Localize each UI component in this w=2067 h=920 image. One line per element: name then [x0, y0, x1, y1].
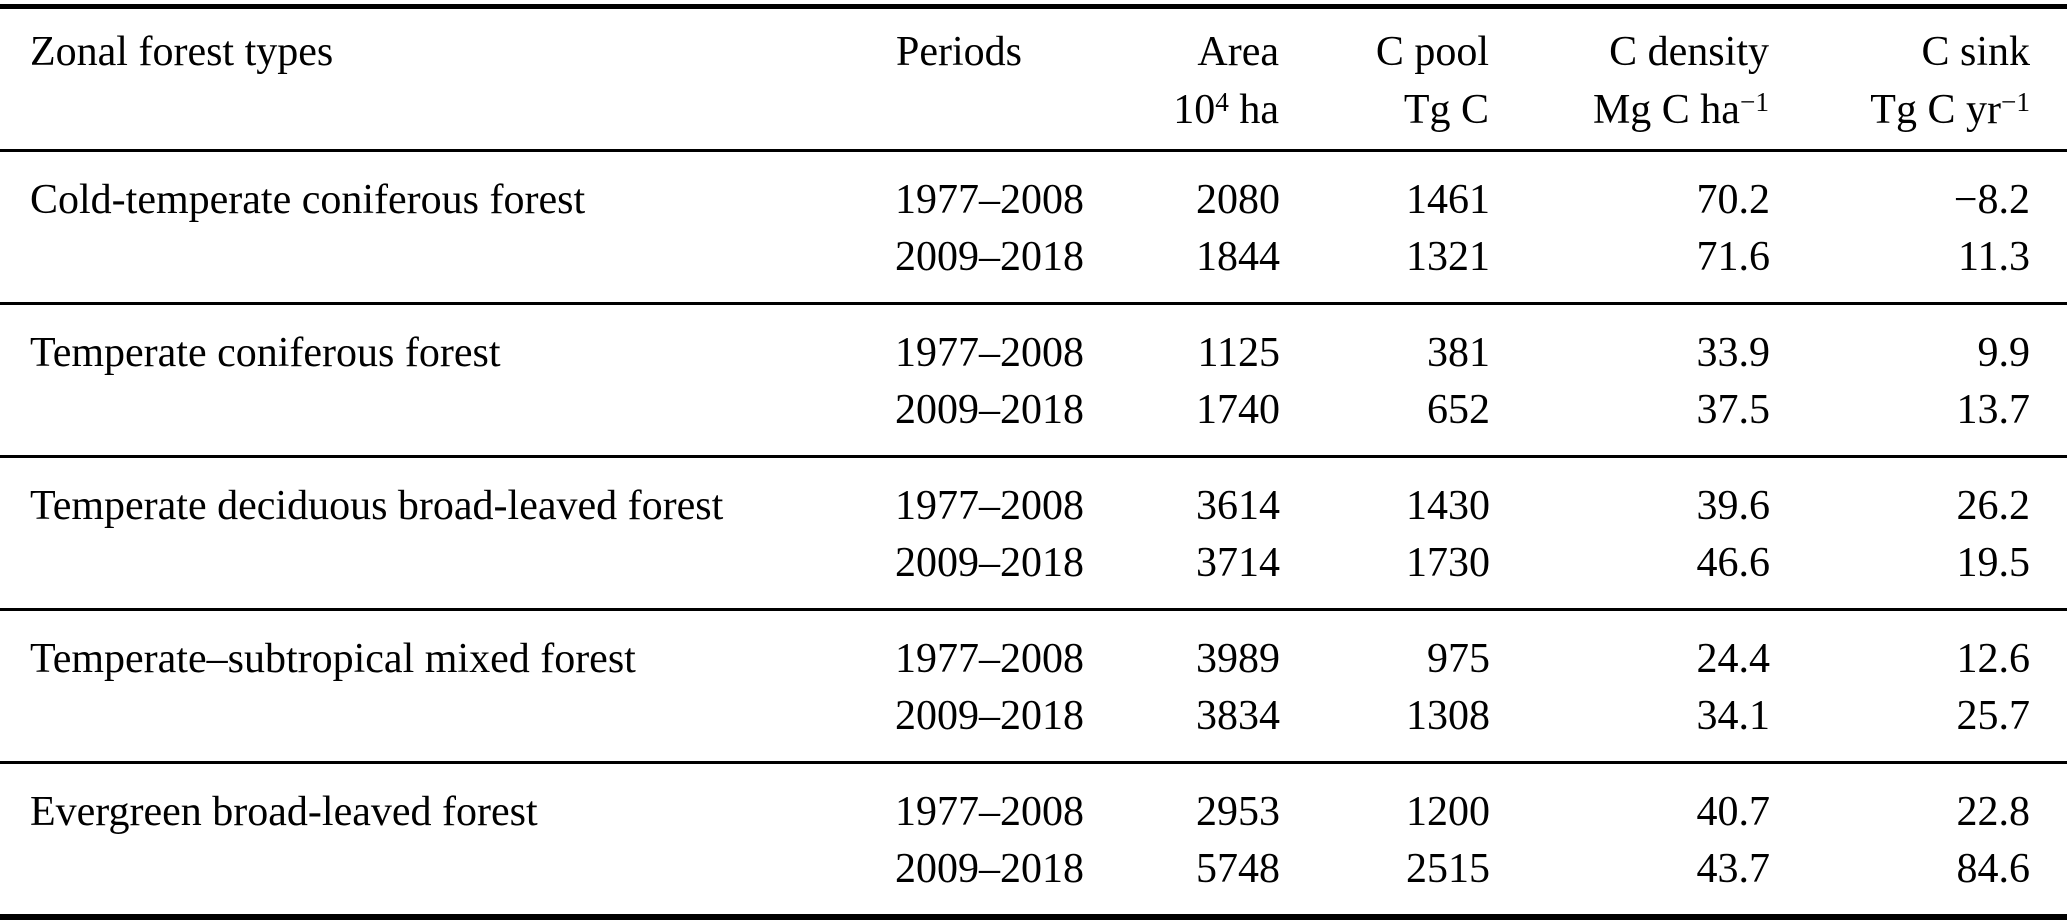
c-density-cell: 40.7	[1696, 789, 1771, 835]
c-density-cell: 37.5	[1696, 387, 1771, 433]
period-cell: 1977–2008	[895, 483, 1084, 529]
header-label: Area	[1197, 29, 1279, 75]
c-sink-cell: −8.2	[1953, 177, 2030, 223]
c-pool-cell: 1430	[1406, 483, 1490, 529]
c-density-cell: 43.7	[1696, 846, 1771, 892]
c-density-cell: 71.6	[1696, 234, 1771, 280]
header-c-density: C density Mg C ha−1	[1490, 6, 1770, 152]
c-density-cell: 24.4	[1696, 636, 1771, 682]
header-unit: Tg C yr−1	[1870, 86, 2030, 133]
period-cell: 2009–2018	[895, 387, 1084, 433]
c-density-cell: 70.2	[1696, 177, 1771, 223]
c-sink-cell: 26.2	[1956, 483, 2031, 529]
c-sink-cell: 25.7	[1956, 693, 2031, 739]
c-pool-cell: 975	[1427, 636, 1490, 682]
header-label: C sink	[1921, 29, 2030, 75]
period-cell: 1977–2008	[895, 177, 1084, 223]
group-temperate-coniferous: Temperate coniferous forest 1977–2008 11…	[0, 303, 2067, 457]
area-cell: 3714	[1196, 540, 1280, 586]
header-unit: Mg C ha−1	[1592, 86, 1769, 133]
c-pool-cell: 1321	[1406, 234, 1490, 280]
header-zonal-forest-types: Zonal forest types	[0, 6, 895, 152]
forest-type-cell: Evergreen broad-leaved forest	[30, 789, 538, 835]
table-row: 2009–2018 3714 1730 46.6 19.5	[0, 535, 2067, 610]
period-cell: 1977–2008	[895, 789, 1084, 835]
period-cell: 2009–2018	[895, 234, 1084, 280]
period-cell: 2009–2018	[895, 846, 1084, 892]
area-cell: 1844	[1196, 234, 1280, 280]
header-label: Zonal forest types	[30, 29, 334, 75]
table-header: Zonal forest types Periods Area 104 ha C…	[0, 6, 2067, 152]
c-pool-cell: 1308	[1406, 693, 1490, 739]
area-cell: 3834	[1196, 693, 1280, 739]
forest-carbon-table: Zonal forest types Periods Area 104 ha C…	[0, 4, 2067, 920]
area-cell: 3989	[1196, 636, 1280, 682]
table-row: Cold-temperate coniferous forest 1977–20…	[0, 151, 2067, 230]
period-cell: 2009–2018	[895, 693, 1084, 739]
table-row: 2009–2018 5748 2515 43.7 84.6	[0, 841, 2067, 917]
c-pool-cell: 2515	[1406, 846, 1490, 892]
c-sink-cell: 12.6	[1956, 636, 2031, 682]
forest-type-cell: Temperate coniferous forest	[30, 330, 501, 376]
table-row: Temperate–subtropical mixed forest 1977–…	[0, 610, 2067, 689]
superscript: 4	[1215, 86, 1229, 117]
c-sink-cell: 13.7	[1956, 387, 2031, 433]
area-cell: 1740	[1196, 387, 1280, 433]
period-cell: 2009–2018	[895, 540, 1084, 586]
forest-type-cell: Cold-temperate coniferous forest	[30, 177, 586, 223]
c-sink-cell: 9.9	[1977, 330, 2031, 376]
area-cell: 3614	[1196, 483, 1280, 529]
superscript: −1	[2000, 86, 2030, 117]
area-cell: 5748	[1196, 846, 1280, 892]
period-cell: 1977–2008	[895, 330, 1084, 376]
group-evergreen-broad-leaved: Evergreen broad-leaved forest 1977–2008 …	[0, 762, 2067, 918]
c-pool-cell: 1730	[1406, 540, 1490, 586]
c-density-cell: 33.9	[1696, 330, 1771, 376]
table-row: Temperate coniferous forest 1977–2008 11…	[0, 304, 2067, 383]
c-sink-cell: 19.5	[1956, 540, 2031, 586]
area-cell: 2953	[1196, 789, 1280, 835]
header-label: Periods	[896, 29, 1022, 75]
c-pool-cell: 381	[1427, 330, 1490, 376]
header-label: C pool	[1375, 29, 1489, 75]
table-row: 2009–2018 1740 652 37.5 13.7	[0, 382, 2067, 457]
period-cell: 1977–2008	[895, 636, 1084, 682]
header-area: Area 104 ha	[1145, 6, 1280, 152]
c-sink-cell: 84.6	[1956, 846, 2031, 892]
header-c-sink: C sink Tg C yr−1	[1770, 6, 2067, 152]
c-pool-cell: 1461	[1406, 177, 1490, 223]
table-row: 2009–2018 3834 1308 34.1 25.7	[0, 688, 2067, 763]
group-cold-temperate-coniferous: Cold-temperate coniferous forest 1977–20…	[0, 151, 2067, 304]
header-unit: Tg C	[1403, 87, 1489, 133]
c-pool-cell: 1200	[1406, 789, 1490, 835]
c-density-cell: 39.6	[1696, 483, 1771, 529]
table-row: Temperate deciduous broad-leaved forest …	[0, 457, 2067, 536]
forest-type-cell: Temperate deciduous broad-leaved forest	[30, 483, 724, 529]
group-temperate-subtropical-mixed: Temperate–subtropical mixed forest 1977–…	[0, 609, 2067, 763]
c-pool-cell: 652	[1427, 387, 1490, 433]
header-unit: 104 ha	[1173, 86, 1279, 133]
table-row: 2009–2018 1844 1321 71.6 11.3	[0, 229, 2067, 304]
header-periods: Periods	[895, 6, 1145, 152]
forest-type-cell: Temperate–subtropical mixed forest	[30, 636, 636, 682]
c-density-cell: 34.1	[1696, 693, 1771, 739]
c-sink-cell: 22.8	[1956, 789, 2031, 835]
group-temperate-deciduous-broad-leaved: Temperate deciduous broad-leaved forest …	[0, 456, 2067, 610]
header-label: C density	[1609, 29, 1769, 75]
c-density-cell: 46.6	[1696, 540, 1771, 586]
header-c-pool: C pool Tg C	[1280, 6, 1490, 152]
superscript: −1	[1739, 86, 1769, 117]
c-sink-cell: 11.3	[1958, 234, 2030, 280]
area-cell: 2080	[1196, 177, 1280, 223]
table-row: Evergreen broad-leaved forest 1977–2008 …	[0, 763, 2067, 842]
area-cell: 1125	[1197, 330, 1280, 376]
